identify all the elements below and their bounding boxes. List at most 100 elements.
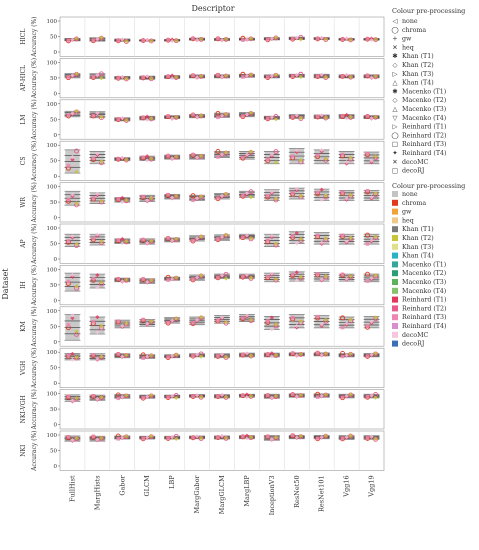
legend-label: chroma [402,27,426,34]
marker-point [174,154,179,159]
marker-point [145,198,150,203]
marker-point [344,393,349,399]
marker-point [120,74,125,80]
descriptor-label: GLCM [143,475,151,496]
marker-point [369,434,374,439]
marker-point [269,351,274,356]
marker-point [315,233,320,238]
marker-point [369,158,374,163]
marker-point [191,354,195,358]
y-tick-label: 50 [50,449,57,455]
dataset-label: AP [20,240,27,249]
marker-point [373,351,378,356]
descriptor-label: ResNet50 [293,475,301,508]
y-tick-label: 0 [54,50,58,56]
marker-point [116,238,121,242]
marker-point [248,275,254,280]
legend-swatch [392,296,398,303]
marker-point [348,192,353,197]
marker-point [241,352,245,357]
marker-point [194,236,200,241]
legend-swatch [392,217,398,224]
panel-NKI-VGH: 0 50 100 NKI-VGH Accuracy (%) [20,389,385,431]
marker-point [265,352,270,357]
legend-swatch [392,191,398,197]
marker-point [199,113,204,118]
descriptor-label: FullHist [68,475,76,502]
descriptor-label: LBP [168,475,176,489]
y-axis-label: Accuracy (%) [31,306,38,347]
marker-point [170,76,175,81]
marker-point [216,394,220,398]
y-axis-label: Accuracy (%) [31,99,38,140]
marker-point [70,111,75,116]
marker-point [66,353,71,358]
marker-point [170,73,175,78]
marker-point [194,275,200,280]
marker-point [348,351,353,357]
y-tick-label: 100 [47,267,58,273]
marker-point [194,434,200,439]
marker-point [66,394,71,399]
marker-point [365,242,370,246]
marker-point [95,151,100,156]
marker-point [91,353,96,357]
marker-point [66,239,71,243]
legend-symbol: ✱ [392,52,398,60]
marker-point [298,392,303,398]
marker-point [244,191,250,196]
marker-point [269,437,274,442]
marker-point [365,279,370,283]
marker-point [149,116,154,121]
y-axis-label: Accuracy (%) [31,141,38,182]
legend-symbol: ◇ [393,96,398,104]
marker-point [91,113,96,118]
marker-point [70,73,75,78]
marker-point [290,37,295,41]
panel-frame [59,265,385,306]
legend-label: Macenko (T1) [402,88,446,95]
marker-point [365,395,370,399]
marker-point [74,201,79,206]
marker-point [166,236,170,240]
marker-point [340,436,345,441]
marker-point [348,433,353,438]
marker-point [340,354,345,359]
marker-point [199,273,204,278]
marker-point [248,36,254,41]
marker-point [141,38,145,43]
marker-point [91,319,96,324]
legend-symbol: □ [392,140,398,148]
y-axis-label: Accuracy (%) [31,265,38,306]
marker-point [223,276,229,281]
marker-point [244,112,250,117]
marker-point [116,396,121,401]
descriptor-label: Vgg19 [368,475,376,497]
marker-point [194,75,200,80]
marker-point [290,74,295,78]
marker-point [248,393,254,399]
marker-point [166,395,170,400]
dataset-axis-label: Dataset [1,268,10,300]
marker-point [149,353,154,358]
marker-point [70,154,75,160]
marker-point [174,75,179,80]
marker-point [191,277,195,282]
marker-point [365,436,370,440]
marker-point [74,169,79,174]
marker-point [294,241,299,246]
legend-label: heq [402,217,414,224]
marker-point [223,320,229,325]
legend-label: Macenko (T3) [402,279,446,286]
y-tick-label: 0 [54,340,58,346]
marker-point [74,71,79,77]
marker-point [248,435,254,440]
marker-point [265,157,270,162]
marker-point [149,238,154,244]
marker-point [294,186,299,192]
marker-point [191,238,195,243]
marker-point [98,71,104,77]
marker-point [340,233,345,238]
marker-point [170,394,175,399]
legend-swatch [392,314,398,321]
